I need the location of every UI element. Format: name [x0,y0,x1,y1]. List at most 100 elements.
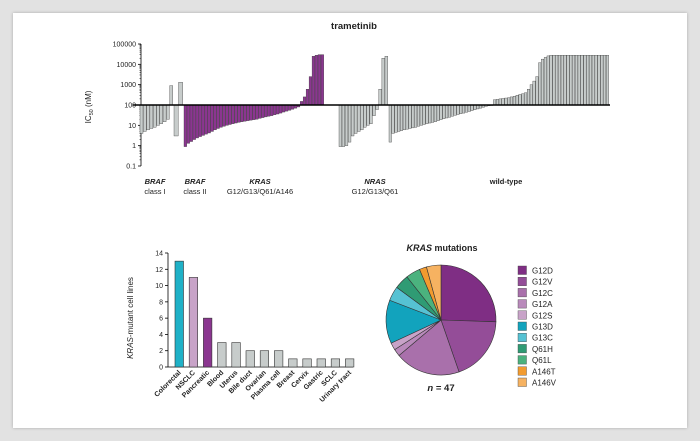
waterfall-bar [496,99,499,106]
waterfall-bar [369,104,373,124]
waterfall-bar [445,104,449,119]
bar-pancreatic [203,317,213,368]
legend-swatch [517,333,527,342]
waterfall-tick-label: 0.1 [126,164,136,171]
waterfall-bar [456,104,460,115]
waterfall-bar [149,104,154,129]
waterfall-bar [577,55,581,106]
legend-label: G12S [532,311,552,320]
legend-label: G13C [532,334,553,343]
waterfall-bar [560,55,564,106]
waterfall-bar [552,55,556,106]
waterfall-bar [169,85,173,106]
bar-urinary-tract [345,358,355,368]
legend-label: A146V [532,379,557,388]
waterfall-bar [357,104,361,132]
waterfall-bar [529,84,533,106]
waterfall-bar [574,55,578,106]
waterfall-bar [314,55,318,106]
waterfall-bar [433,104,437,122]
waterfall-bar [192,104,196,140]
waterfall-bar [302,96,307,106]
waterfall-bar [589,55,592,106]
waterfall-bar [159,104,163,124]
legend-label: G12C [532,289,553,298]
pie-slice-a146v [426,264,442,321]
bar-tick-label: 6 [159,316,163,323]
waterfall-bar [143,104,147,132]
waterfall-tick-label: 1000 [120,82,136,89]
waterfall-bar [572,55,576,106]
waterfall-bar [237,104,241,123]
waterfall-bar [162,104,167,122]
group-name: NRAS [364,177,385,186]
waterfall-bar [273,104,277,115]
waterfall-bar [311,56,315,106]
bar-ylabel-kras: KRAS [126,336,135,358]
waterfall-bar [583,55,587,106]
bar-tick-label: 8 [159,299,163,306]
waterfall-tick-label: 100000 [113,42,136,49]
waterfall-bar [210,104,214,132]
waterfall-bar [308,76,312,106]
waterfall-bar [563,55,567,106]
waterfall-bar [436,104,440,121]
waterfall-bar [450,104,454,117]
waterfall-bar [252,104,256,120]
pie-title: KRAS mutations [406,243,477,253]
waterfall-bar [270,104,274,116]
waterfall-bar [411,104,415,129]
bar-sclc [330,358,341,368]
waterfall-bar [541,58,545,106]
legend-swatch [517,299,527,309]
bar-uterus [231,342,241,368]
waterfall-bar [546,55,550,106]
bar-gastric [316,358,326,368]
waterfall-bar [402,104,406,131]
bar-bile-duct [245,350,255,368]
waterfall-tick-label: 10 [128,123,136,130]
legend-label: A146T [532,367,556,376]
waterfall-bar [198,104,202,137]
waterfall-bar [201,104,205,136]
waterfall-bar [246,104,250,121]
ylabel-sub: 50 [89,109,95,115]
waterfall-bar [448,104,451,118]
waterfall-bar [510,96,513,106]
waterfall-bar [442,104,446,119]
waterfall-bar [521,93,525,106]
waterfall-bar [348,104,352,143]
waterfall-bar [535,76,539,106]
waterfall-bar [366,104,370,126]
bar-cervix [302,358,312,368]
waterfall-bar [439,104,443,120]
waterfall-bar [166,104,170,120]
waterfall-bar [470,104,474,111]
waterfall-bar [467,104,471,112]
waterfall-y-axis: 100000 10000 1000 100 10 1 0.1 [113,42,142,171]
legend-swatch [517,377,527,387]
waterfall-bar [397,104,401,132]
waterfall-bar [276,104,280,115]
bar-ylabel-rest: -mutant cell lines [126,277,135,337]
mutant-lines-bar-chart: 14121086420ColorectalNSCLCPancreaticBloo… [154,251,355,404]
waterfall-bar [388,104,392,143]
waterfall-bar [591,55,595,106]
waterfall-bar [240,104,244,122]
waterfall-bar [527,89,530,106]
waterfall-bar [228,104,232,125]
waterfall-bar [586,55,590,106]
waterfall-bar [372,104,376,116]
ylabel-ic: IC [84,115,93,123]
waterfall-bar [261,104,265,118]
waterfall-bar [600,55,604,106]
waterfall-bar [249,104,253,121]
waterfall-bar [285,104,289,112]
bar-blood [217,342,227,368]
bar-tick-label: 14 [155,251,163,258]
waterfall-bar [258,104,262,119]
waterfall-bar [515,95,519,106]
waterfall-bar [414,104,418,128]
